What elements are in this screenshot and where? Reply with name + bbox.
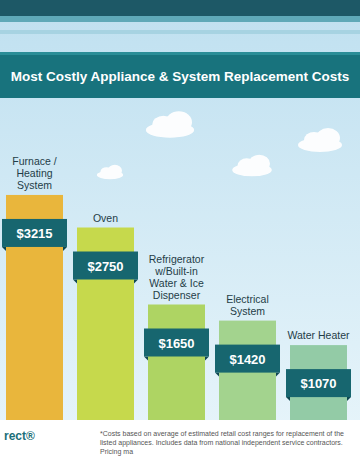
category-line: Refrigerator bbox=[149, 253, 205, 265]
category-label: Furnace /HeatingSystem bbox=[12, 155, 56, 191]
cloud-part bbox=[108, 165, 122, 177]
category-line: w/Built-in bbox=[154, 265, 198, 277]
label-fold bbox=[205, 357, 209, 361]
data-label: $1650 bbox=[158, 336, 194, 351]
title: Most Costly Appliance & System Replaceme… bbox=[11, 69, 350, 84]
category-label: ElectricalSystem bbox=[226, 293, 269, 317]
label-fold bbox=[215, 373, 219, 377]
category-label: Water Heater bbox=[287, 329, 350, 341]
category-line: Water & Ice bbox=[149, 277, 204, 289]
label-fold bbox=[2, 247, 6, 251]
category-label: Oven bbox=[93, 212, 118, 224]
cloud bbox=[146, 111, 194, 137]
label-box bbox=[286, 369, 351, 397]
data-label: $1420 bbox=[229, 352, 265, 367]
category-line: System bbox=[230, 305, 265, 317]
data-label: $3215 bbox=[16, 226, 52, 241]
footnote-line: listed appliances. Includes data from na… bbox=[100, 439, 343, 447]
footnote-line: Pricing ma bbox=[100, 448, 133, 456]
category-line: Furnace / bbox=[12, 155, 56, 167]
category-line: Oven bbox=[93, 212, 118, 224]
labels: Furnace /HeatingSystem$3215Oven$2750Refr… bbox=[2, 155, 351, 401]
footnote: *Costs based on average of estimated ret… bbox=[100, 430, 344, 456]
label-fold bbox=[144, 357, 148, 361]
cloud-part bbox=[248, 155, 270, 173]
label-box bbox=[215, 345, 280, 373]
category-label: Refrigeratorw/Built-inWater & IceDispens… bbox=[149, 253, 205, 301]
top-stripe bbox=[0, 30, 360, 34]
label-fold bbox=[276, 373, 280, 377]
cloud-part bbox=[316, 128, 340, 148]
cloud-part bbox=[166, 111, 192, 133]
footer bbox=[0, 420, 360, 475]
category-line: Dispenser bbox=[153, 289, 201, 301]
label-fold bbox=[286, 397, 290, 401]
title-banner-edge bbox=[0, 52, 360, 55]
category-line: System bbox=[17, 179, 52, 191]
label-box bbox=[73, 252, 138, 280]
data-label: $1070 bbox=[300, 376, 336, 391]
category-line: Heating bbox=[16, 167, 52, 179]
source-logo: rect® bbox=[4, 429, 35, 443]
label-fold bbox=[73, 280, 77, 284]
chart-container: Most Costly Appliance & System Replaceme… bbox=[0, 0, 360, 475]
cloud bbox=[97, 165, 123, 179]
category-line: Water Heater bbox=[287, 329, 350, 341]
top-stripe bbox=[0, 16, 360, 22]
cloud bbox=[298, 128, 342, 152]
background bbox=[0, 0, 360, 475]
chart-svg: Most Costly Appliance & System Replaceme… bbox=[0, 0, 360, 475]
footnote-line: *Costs based on average of estimated ret… bbox=[100, 430, 344, 438]
bar bbox=[148, 305, 205, 421]
label-fold bbox=[134, 280, 138, 284]
label-fold bbox=[63, 247, 67, 251]
data-label: $2750 bbox=[87, 259, 123, 274]
category-line: Electrical bbox=[226, 293, 269, 305]
title-banner bbox=[0, 52, 360, 98]
label-box bbox=[2, 219, 67, 247]
cloud bbox=[232, 155, 272, 177]
top-band bbox=[0, 0, 360, 16]
label-fold bbox=[347, 397, 351, 401]
label-box bbox=[144, 329, 209, 357]
